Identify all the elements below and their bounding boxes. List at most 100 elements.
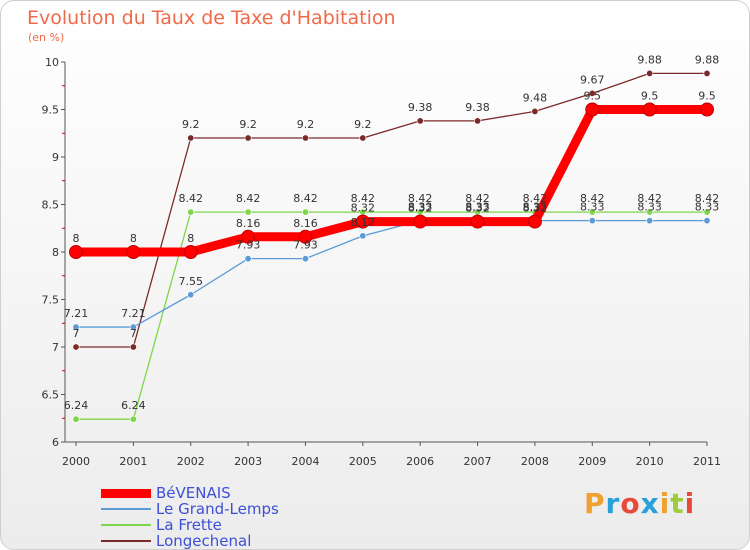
data-label: 8.33	[580, 201, 605, 214]
data-label: 6.24	[64, 399, 89, 412]
logo-letter: r	[605, 487, 621, 520]
proxiti-logo: Proxiti	[584, 487, 695, 520]
data-label: 8.42	[465, 192, 490, 205]
series-point-2	[72, 415, 80, 423]
x-tick-label: 2000	[62, 455, 90, 468]
series-point-2	[588, 208, 596, 216]
x-tick-label: 2003	[234, 455, 262, 468]
x-tick-label: 2004	[291, 455, 319, 468]
x-tick-label: 2005	[349, 455, 377, 468]
data-label: 8.42	[408, 192, 433, 205]
series-point-3	[129, 343, 137, 351]
data-label: 8.32	[465, 202, 490, 215]
series-point-3	[646, 69, 654, 77]
data-label: 8.42	[236, 192, 261, 205]
data-label: 9.67	[580, 73, 605, 86]
y-axis-unit: (en %)	[28, 31, 65, 44]
data-label: 8	[73, 232, 80, 245]
y-tick-label: 7	[52, 341, 59, 354]
series-point-1	[187, 291, 195, 299]
data-label: 7.93	[236, 239, 261, 252]
series-point-1	[72, 323, 80, 331]
series-point-0	[642, 102, 657, 117]
series-point-0	[183, 245, 198, 259]
data-label: 8.42	[178, 192, 203, 205]
series-point-3	[588, 89, 596, 97]
data-label: 7.93	[293, 239, 318, 252]
data-label: 8.33	[695, 201, 720, 214]
data-label: 9.38	[408, 101, 433, 114]
data-label: 8	[187, 232, 194, 245]
series-point-3	[703, 69, 711, 77]
data-label: 7	[130, 327, 137, 340]
series-point-2	[703, 208, 711, 216]
logo-letter: P	[584, 487, 606, 520]
data-label: 8.16	[293, 217, 318, 230]
series-point-0	[298, 229, 313, 244]
x-tick-label: 2007	[464, 455, 492, 468]
legend-swatch	[101, 508, 151, 510]
y-tick-label: 6.5	[42, 389, 60, 402]
series-point-3	[531, 107, 539, 115]
series-point-2	[244, 208, 252, 216]
data-label: 7.21	[64, 307, 89, 320]
legend-swatch	[101, 524, 151, 526]
data-label: 6.24	[121, 399, 146, 412]
series-point-0	[241, 229, 256, 244]
y-tick-label: 10	[45, 56, 59, 69]
data-label: 8.33	[523, 201, 548, 214]
legend-swatch	[101, 540, 151, 542]
series-point-3	[359, 134, 367, 142]
legend-label: Le Grand-Lemps	[156, 500, 279, 518]
y-tick-label: 6	[52, 436, 59, 449]
y-tick-label: 8	[52, 246, 59, 259]
data-label: 7.55	[178, 275, 203, 288]
series-point-0	[69, 245, 83, 259]
data-label: 9.88	[695, 53, 720, 66]
x-tick-label: 2011	[693, 455, 721, 468]
series-point-3	[474, 117, 482, 125]
data-label: 9.5	[584, 90, 602, 103]
series-line-3	[75, 72, 708, 348]
data-label: 8.42	[351, 192, 376, 205]
logo-letter: o	[620, 487, 641, 520]
series-point-1	[703, 217, 711, 225]
series-point-0	[355, 214, 370, 229]
data-label: 8.32	[351, 202, 376, 215]
x-tick-label: 2009	[578, 455, 606, 468]
data-label: 8.32	[523, 202, 548, 215]
x-tick-label: 2006	[406, 455, 434, 468]
series-point-3	[244, 134, 252, 142]
data-label: 7.21	[121, 307, 146, 320]
data-label: 9.2	[354, 118, 372, 131]
legend-swatch	[101, 488, 151, 498]
logo-letter: i	[659, 487, 671, 520]
series-point-1	[588, 217, 596, 225]
series-point-2	[301, 208, 309, 216]
data-label: 8.33	[637, 201, 662, 214]
data-label: 9.5	[698, 90, 716, 103]
series-point-0	[527, 214, 542, 229]
x-tick-label: 2001	[119, 455, 147, 468]
data-label: 8.17	[351, 216, 376, 229]
data-label: 9.2	[182, 118, 200, 131]
data-label: 8.16	[236, 217, 261, 230]
series-point-3	[187, 134, 195, 142]
data-label: 9.48	[523, 91, 548, 104]
data-label: 8.33	[408, 201, 433, 214]
x-tick-label: 2010	[636, 455, 664, 468]
series-point-0	[470, 214, 485, 229]
data-label: 8	[130, 232, 137, 245]
y-tick-label: 9.5	[42, 104, 60, 117]
data-label: 8.32	[408, 202, 433, 215]
series-point-0	[413, 214, 428, 229]
x-tick-label: 2008	[521, 455, 549, 468]
data-label: 9.5	[641, 90, 659, 103]
series-point-3	[72, 343, 80, 351]
series-point-3	[416, 117, 424, 125]
series-point-1	[359, 232, 367, 240]
series-point-3	[301, 134, 309, 142]
logo-letter: i	[684, 487, 696, 520]
